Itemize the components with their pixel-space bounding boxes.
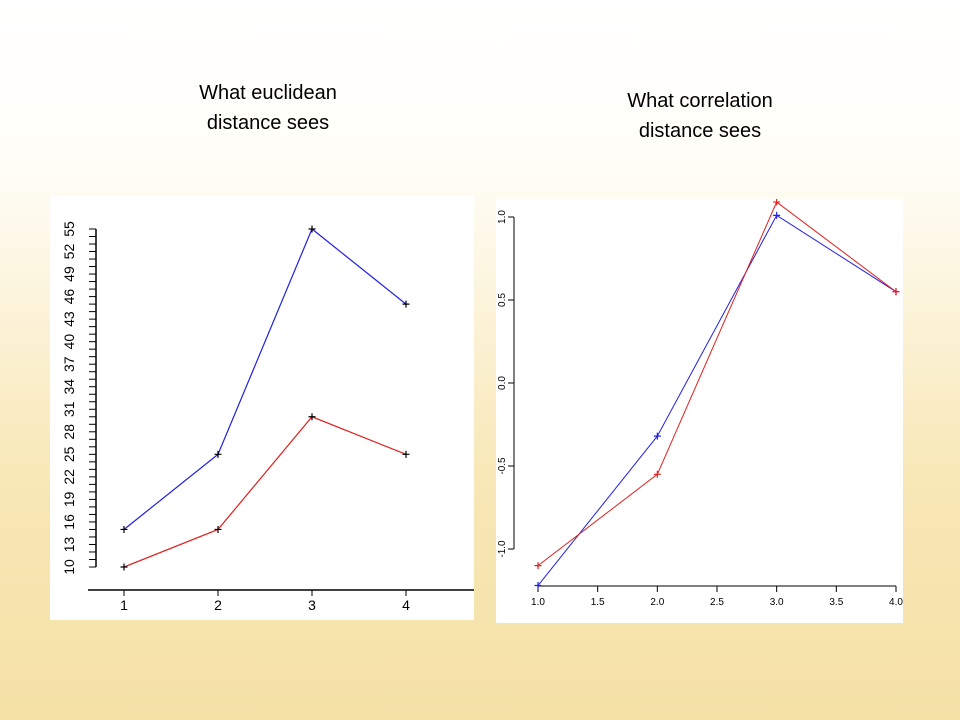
data-point-blue [534,582,542,590]
y-tick-label: 55 [61,221,77,237]
y-tick-label: 43 [61,311,77,327]
left-caption-line-2: distance sees [206,112,330,134]
correlation-chart: -1.0 -0.5 0.0 0.5 1.0 1.0 1.5 2.0 2.5 3.0 3.5 4.0 [497,199,903,608]
series-line-blue [537,214,897,586]
data-point-red [214,525,222,533]
data-point-blue [653,432,661,440]
y-tick-label: 52 [61,244,77,260]
y-tick-label: 10 [61,559,77,575]
x-tick-label: 1.0 [531,597,545,608]
y-tick-label: 25 [61,446,77,462]
y-tick-label: 31 [61,401,77,417]
x-tick-label: 3.0 [770,597,784,608]
x-tick-label: 2.0 [650,597,664,608]
x-tick-label: 2 [214,597,222,613]
data-point-red [120,563,128,571]
x-tick-label: 2.5 [710,597,724,608]
y-tick-label: -1.0 [497,540,508,558]
y-tick-label: -0.5 [497,457,508,475]
right-caption-line-1: What correlation [627,90,773,112]
y-tick-label: 13 [61,536,77,552]
y-tick-label: 37 [61,356,77,372]
x-tick-label: 1.5 [591,597,605,608]
x-tick-label: 3 [308,597,316,613]
y-tick-label: 0.5 [497,293,508,307]
y-tick-label: 1.0 [497,210,508,224]
correlation-plot-panel: -1.0 -0.5 0.0 0.5 1.0 1.0 1.5 2.0 2.5 3.0 3.5 4.0 [496,199,903,623]
data-point-red [773,199,781,206]
series-line-blue [123,228,407,530]
x-tick-label: 4.0 [889,597,903,608]
data-point-red [308,413,316,421]
data-point-blue [120,525,128,533]
y-tick-label: 28 [61,424,77,440]
y-tick-label: 22 [61,469,77,485]
series-line-red [123,416,407,568]
data-point-blue [214,450,222,458]
y-tick-label: 49 [61,266,77,282]
left-caption-line-1: What euclidean [199,82,337,104]
y-tick-label: 34 [61,379,77,395]
data-point-red [402,450,410,458]
left-caption: What euclidean distance sees [148,78,388,138]
euclidean-plot-panel: 10 13 16 19 22 25 28 31 34 37 40 43 46 49 52 55 1 2 3 4 [50,196,474,620]
data-point-blue [773,211,781,219]
y-tick-label: 40 [61,334,77,350]
right-caption: What correlation distance sees [580,86,820,146]
data-point-red [653,470,661,478]
data-point-blue [402,300,410,308]
x-tick-label: 1 [120,597,128,613]
x-tick-label: 3.5 [829,597,843,608]
y-tick-label: 19 [61,491,77,507]
data-point-red [892,288,900,296]
data-point-blue [308,225,316,233]
series-line-red [537,201,897,566]
x-tick-label: 4 [402,597,410,613]
y-tick-label: 16 [61,514,77,530]
data-point-red [534,562,542,570]
y-tick-label: 46 [61,289,77,305]
y-tick-label: 0.0 [497,376,508,390]
right-caption-line-2: distance sees [638,120,762,142]
